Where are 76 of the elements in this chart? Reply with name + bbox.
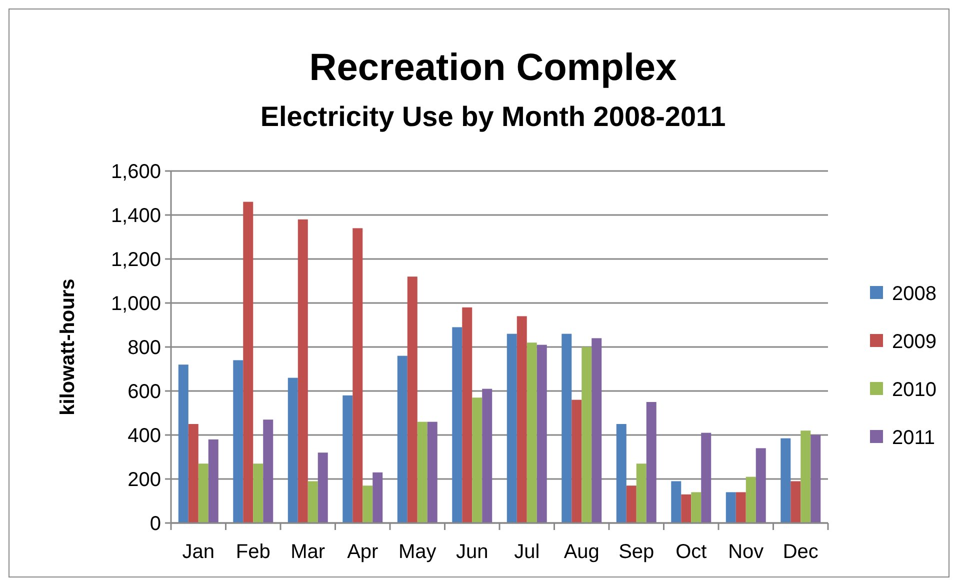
bar bbox=[790, 481, 801, 523]
bar bbox=[516, 316, 527, 523]
bar bbox=[482, 388, 492, 523]
x-tick-label: Jul bbox=[514, 541, 540, 563]
y-tick-label: 1,200 bbox=[110, 249, 161, 271]
y-tick-label: 200 bbox=[128, 469, 161, 491]
x-tick-label: Feb bbox=[236, 541, 270, 563]
bar bbox=[362, 486, 373, 523]
bar bbox=[646, 402, 656, 523]
x-tick-label: Nov bbox=[728, 541, 764, 563]
bar bbox=[198, 464, 208, 523]
bar bbox=[691, 492, 702, 523]
bar bbox=[342, 395, 353, 523]
bar bbox=[582, 347, 592, 523]
bar bbox=[452, 327, 462, 523]
bar bbox=[417, 422, 428, 523]
y-tick-label: 0 bbox=[150, 513, 161, 535]
bar bbox=[526, 342, 537, 523]
bar bbox=[243, 202, 254, 523]
bar bbox=[701, 432, 712, 523]
bar bbox=[800, 430, 811, 523]
chart-subtitle: Electricity Use by Month 2008-2011 bbox=[260, 101, 726, 132]
y-axis-title: kilowatt-hours bbox=[57, 278, 79, 416]
bar bbox=[407, 276, 418, 523]
bar bbox=[746, 476, 756, 523]
bar bbox=[562, 334, 572, 523]
x-tick-label: Oct bbox=[676, 541, 708, 563]
bar bbox=[472, 398, 482, 523]
x-tick-label: Aug bbox=[564, 541, 600, 563]
bar bbox=[616, 424, 626, 523]
bar bbox=[318, 452, 328, 523]
bar bbox=[298, 219, 308, 523]
x-tick-label: Jun bbox=[456, 541, 488, 563]
bar bbox=[506, 334, 517, 523]
y-tick-label: 400 bbox=[128, 425, 161, 447]
y-tick-label: 1,600 bbox=[110, 161, 161, 183]
bar bbox=[397, 356, 408, 523]
legend-label: 2010 bbox=[892, 379, 936, 401]
bar bbox=[626, 486, 636, 523]
bar bbox=[780, 438, 791, 523]
bar bbox=[736, 492, 746, 523]
y-tick-label: 600 bbox=[128, 381, 161, 403]
x-tick-label: Apr bbox=[347, 541, 379, 563]
bar bbox=[756, 448, 766, 523]
bar bbox=[188, 424, 198, 523]
bar bbox=[288, 378, 298, 523]
bar bbox=[352, 228, 363, 523]
x-tick-label: Mar bbox=[290, 541, 326, 563]
x-tick-label: Jan bbox=[182, 541, 214, 563]
y-tick-label: 1,000 bbox=[110, 293, 161, 315]
y-tick-label: 800 bbox=[128, 337, 161, 359]
bar bbox=[427, 422, 438, 523]
bar bbox=[671, 481, 682, 523]
bar bbox=[233, 360, 244, 523]
legend-label: 2011 bbox=[892, 427, 936, 449]
x-tick-label: May bbox=[398, 541, 436, 563]
y-tick-label: 1,400 bbox=[110, 205, 161, 227]
bar bbox=[636, 464, 646, 523]
legend-label: 2009 bbox=[892, 331, 936, 353]
x-tick-label: Dec bbox=[782, 541, 818, 563]
bar bbox=[253, 464, 264, 523]
chart-title: Recreation Complex bbox=[309, 47, 677, 89]
x-tick-label: Sep bbox=[618, 541, 654, 563]
bar bbox=[681, 494, 692, 523]
bar bbox=[810, 435, 821, 523]
bar bbox=[308, 481, 318, 523]
bar bbox=[372, 472, 383, 523]
bar bbox=[592, 338, 602, 523]
bar bbox=[462, 307, 472, 523]
bar bbox=[208, 439, 218, 523]
bar bbox=[726, 492, 736, 523]
legend-label: 2008 bbox=[892, 283, 936, 305]
bar bbox=[263, 420, 274, 523]
bar bbox=[536, 344, 547, 523]
bar bbox=[572, 400, 582, 523]
bar bbox=[178, 364, 188, 523]
